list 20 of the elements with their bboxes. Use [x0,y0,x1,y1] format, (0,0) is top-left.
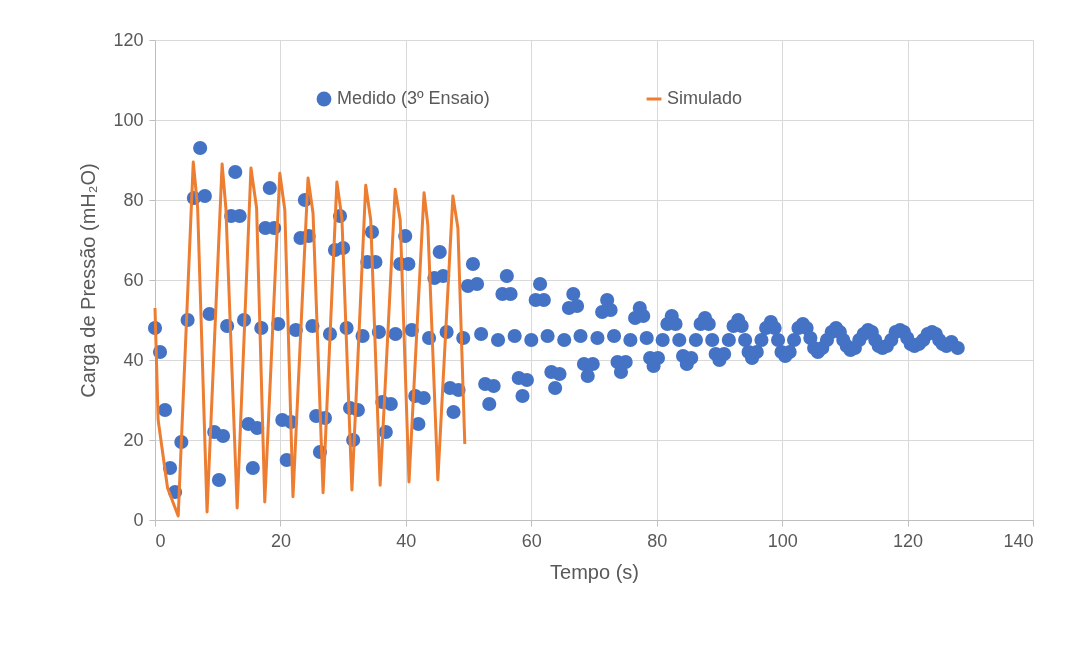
x-tick-label: 100 [767,530,798,551]
legend-label: Simulado [667,88,743,108]
legend-label: Medido (3º Ensaio) [337,88,490,108]
y-tick-label: 120 [113,29,144,50]
y-tick-label: 60 [123,269,144,290]
x-tick-label: 60 [521,530,542,551]
x-tick-label: 0 [155,530,166,551]
x-axis-title: Tempo (s) [550,560,639,583]
line-series [153,160,467,518]
x-tick-label: 120 [893,530,924,551]
y-tick-label: 80 [123,189,144,210]
x-tick-label: 40 [396,530,417,551]
y-tick-label: 100 [113,109,144,130]
y-tick-label: 40 [123,349,144,370]
y-tick-label: 20 [123,429,144,450]
y-axis-title: Carga de Pressão (mH₂O) [77,163,100,398]
x-tick-label: 20 [270,530,291,551]
x-tick-label: 80 [647,530,668,551]
x-tick-label: 140 [1003,530,1034,551]
y-tick-label: 0 [133,509,144,530]
